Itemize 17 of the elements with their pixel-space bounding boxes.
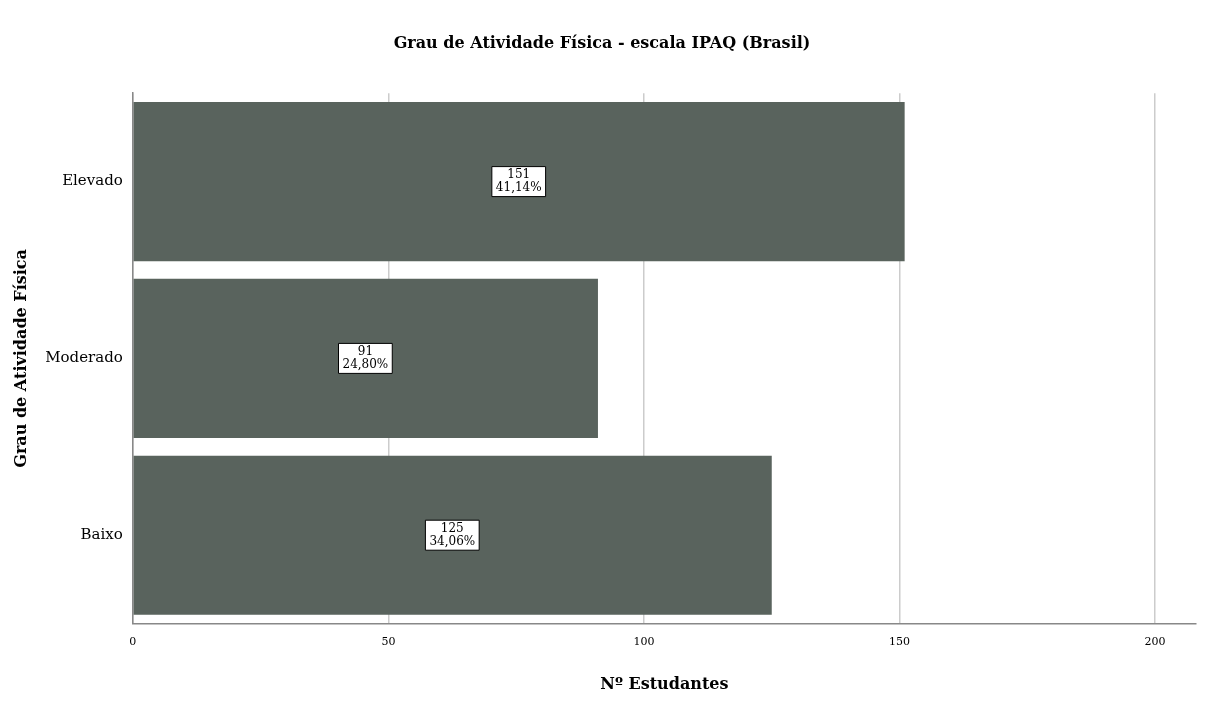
y-tick-label: Elevado xyxy=(62,171,123,190)
x-tick-label: 50 xyxy=(381,635,396,649)
x-axis-title: Nº Estudantes xyxy=(600,673,729,693)
x-tick-label: 0 xyxy=(129,635,137,649)
y-tick-label: Baixo xyxy=(80,525,123,544)
bar xyxy=(133,455,772,615)
x-tick-label: 100 xyxy=(633,635,655,649)
data-label: 125 34,06% xyxy=(429,520,476,548)
chart-title: Grau de Atividade Física - escala IPAQ (Brasil) xyxy=(393,32,811,52)
data-label: 91 24,80% xyxy=(342,344,389,372)
y-axis-title: Grau de Atividade Física xyxy=(10,249,30,468)
y-tick-label: Moderado xyxy=(45,348,123,367)
x-tick-label: 200 xyxy=(1144,635,1166,649)
x-tick-label: 150 xyxy=(889,635,911,649)
bar xyxy=(133,102,905,262)
data-label: 151 41,14% xyxy=(495,167,542,195)
bar xyxy=(133,278,598,438)
